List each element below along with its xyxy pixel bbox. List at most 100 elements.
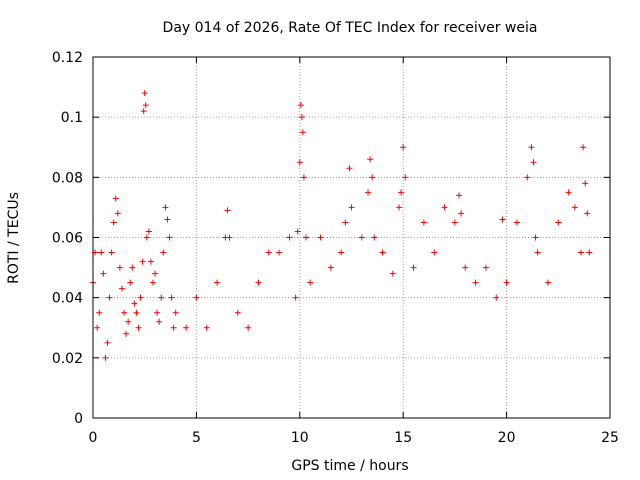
y-tick-label: 0.02 [52,351,83,367]
data-point [571,204,578,211]
data-point [472,279,479,286]
data-point [214,279,221,286]
y-tick-label: 0.08 [52,170,83,186]
data-point [441,204,448,211]
data-point [389,270,396,277]
x-tick-label: 15 [394,430,412,446]
data-point [398,189,405,196]
data-points [90,90,593,361]
data-point [503,279,510,286]
data-point [123,330,130,337]
data-point [294,228,301,235]
data-point [342,219,349,226]
data-point [98,249,105,256]
data-point [245,324,252,331]
data-point [458,210,465,217]
data-point [172,309,179,316]
data-point [410,264,417,271]
data-point [158,294,165,301]
data-point [534,249,541,256]
data-point [140,108,147,115]
data-point [299,129,306,136]
data-point [265,249,272,256]
y-tick-label: 0.1 [61,110,83,126]
data-point [303,234,310,241]
data-point [94,324,101,331]
data-point [369,174,376,181]
data-point [513,219,520,226]
data-point [102,354,109,361]
data-point [106,294,113,301]
data-point [300,174,307,181]
data-point [348,204,355,211]
data-point [139,258,146,265]
data-point [255,279,262,286]
data-point [379,249,386,256]
data-point [133,309,140,316]
data-point [156,318,163,325]
x-tick-label: 10 [291,430,309,446]
data-point [108,249,115,256]
data-point [346,165,353,172]
data-point [365,189,372,196]
data-point [104,339,111,346]
data-point [296,159,303,166]
data-point [530,159,537,166]
data-point [183,324,190,331]
data-point [565,189,572,196]
data-point [145,228,152,235]
data-point [431,249,438,256]
data-point [121,309,128,316]
data-point [338,249,345,256]
data-point [226,234,233,241]
data-point [224,207,231,214]
data-point [402,174,409,181]
data-point [420,219,427,226]
data-point [114,210,121,217]
x-tick-labels: 0 5 10 15 20 25 [89,430,619,446]
x-tick-label: 0 [89,430,98,446]
data-point [162,204,169,211]
data-point [170,324,177,331]
data-point [462,264,469,271]
data-point [154,309,161,316]
tick-marks [92,56,611,419]
x-tick-label: 5 [192,430,201,446]
data-point [164,216,171,223]
data-point [396,204,403,211]
data-point [193,294,200,301]
data-point [135,324,142,331]
data-point [118,285,125,292]
data-point [160,249,167,256]
data-point [127,279,134,286]
data-point [297,102,304,109]
data-point [100,270,107,277]
data-point [582,180,589,187]
data-point [327,264,334,271]
data-point [499,216,506,223]
data-point [166,234,173,241]
data-point [358,234,365,241]
data-point [149,279,156,286]
data-point [152,270,159,277]
data-point [482,264,489,271]
y-tick-label: 0.04 [52,291,83,307]
data-point [141,90,148,97]
data-point [147,258,154,265]
data-point [234,309,241,316]
y-tick-label: 0.12 [52,50,83,66]
data-point [168,294,175,301]
data-point [298,114,305,121]
y-axis-label: ROTI / TECUs [6,192,22,284]
data-point [544,279,551,286]
data-point [532,234,539,241]
data-point [451,219,458,226]
x-tick-label: 20 [498,430,516,446]
data-point [456,192,463,199]
data-point [110,219,117,226]
data-point [580,144,587,151]
y-tick-label: 0 [74,411,83,427]
x-tick-label: 25 [601,430,619,446]
data-point [584,210,591,217]
